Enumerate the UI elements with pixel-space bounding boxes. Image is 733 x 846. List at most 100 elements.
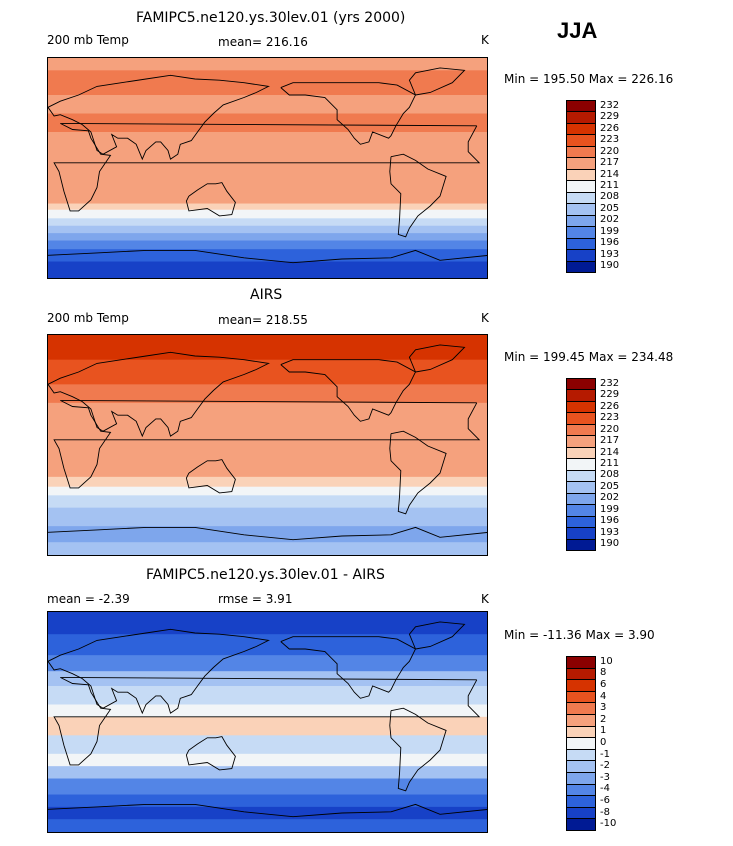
panel1-band-3 (48, 113, 487, 133)
panel3-coastline-3 (280, 636, 417, 699)
panel3-coastline-5 (408, 621, 466, 650)
panel3-colorbar-tick: 4 (600, 690, 607, 702)
panel1-map-svg (48, 58, 487, 278)
panel1-band-4 (48, 132, 487, 205)
panel3-colorbar-tick: -6 (600, 795, 610, 806)
panel3-band-0 (48, 612, 487, 635)
panel3-band-13 (48, 819, 487, 832)
panel2-colorbar-tick: 199 (600, 503, 620, 515)
panel1-colorbar-tick: 211 (600, 180, 620, 191)
panel1-band-1 (48, 70, 487, 96)
panel3-colorbar-swatch (566, 818, 596, 831)
panel1-band-6 (48, 209, 487, 219)
panel1-colorbar-tick: 196 (600, 237, 620, 249)
panel2-coastline-1 (53, 399, 481, 489)
panel1-colorbar-tick: 232 (600, 99, 620, 111)
panel1-colorbar-tick: 214 (600, 168, 620, 180)
panel1-band-8 (48, 225, 487, 234)
panel2-colorbar-tick: 214 (600, 446, 620, 458)
panel2-map-svg (48, 335, 487, 555)
panel1-units: K (481, 33, 489, 47)
panel2-coastline-3 (280, 359, 417, 422)
panel3-colorbar-tick: 3 (600, 702, 607, 714)
panel3-band-6 (48, 716, 487, 736)
panel2-band-0 (48, 335, 487, 361)
panel1-colorbar-tick: 205 (600, 202, 620, 214)
panel1-band-11 (48, 249, 487, 262)
panel1-band-0 (48, 58, 487, 71)
panel1-colorbar-tick: 226 (600, 122, 620, 134)
panel3-band-10 (48, 778, 487, 796)
panel2-units: K (481, 311, 489, 325)
panel3-colorbar-tick: -4 (600, 783, 610, 795)
panel3-band-5 (48, 704, 487, 718)
panel1-colorbar-tick: 217 (600, 157, 620, 169)
panel1-coastline-3 (280, 82, 417, 145)
panel3-band-12 (48, 806, 487, 820)
panel3-colorbar-tick: -8 (600, 806, 610, 818)
panel2-colorbar-swatch (566, 538, 596, 551)
panel2-colorbar-tick: 220 (600, 423, 620, 435)
panel1-colorbar-swatch (566, 260, 596, 273)
panel2-band-9 (48, 542, 487, 555)
panel1-colorbar-tick: 190 (600, 260, 620, 272)
panel3-colorbar-tick: -3 (600, 771, 610, 783)
panel2-colorbar-tick: 211 (600, 458, 620, 469)
panel3-colorbar-tick: -2 (600, 760, 610, 772)
panel3-band-11 (48, 794, 487, 808)
panel3-coastline-2 (185, 736, 236, 771)
panel1-coastline-6 (48, 249, 487, 264)
panel1-band-9 (48, 233, 487, 242)
panel3-colorbar: 10 8 6 4 3 2 1 0 -1 -2 -3 -4 -6 -8 -10 (566, 656, 616, 831)
panel3-minmax: Min = -11.36 Max = 3.90 (504, 628, 655, 642)
panel3-map-svg (48, 612, 487, 832)
panel2-center-label: mean= 218.55 (218, 313, 308, 327)
panel1-map (47, 57, 488, 279)
panel3-center-label: rmse = 3.91 (218, 592, 293, 606)
panel1-coastline-5 (408, 67, 466, 96)
panel1-title: FAMIPC5.ne120.ys.30lev.01 (yrs 2000) (136, 10, 406, 26)
season-label: JJA (557, 18, 598, 43)
panel3-colorbar-tick: -1 (600, 748, 610, 760)
panel1-coastline-2 (185, 182, 236, 217)
panel3-colorbar-tick: 2 (600, 713, 607, 725)
panel3-coastline-4 (389, 707, 447, 792)
panel1-band-10 (48, 240, 487, 250)
panel1-colorbar-tick: 199 (600, 225, 620, 237)
panel1-band-2 (48, 95, 487, 114)
panel3-band-1 (48, 634, 487, 656)
panel3-band-4 (48, 686, 487, 705)
panel1-band-7 (48, 218, 487, 227)
panel3-colorbar-tick: 10 (600, 655, 613, 667)
panel2-colorbar-tick: 196 (600, 515, 620, 527)
panel2-colorbar-tick: 217 (600, 435, 620, 447)
panel2-coastline-5 (408, 344, 466, 373)
panel1-coastline-1 (53, 122, 481, 212)
panel1-colorbar-tick: 229 (600, 111, 620, 123)
panel1-coastline-4 (389, 153, 447, 238)
panel1-minmax: Min = 195.50 Max = 226.16 (504, 72, 674, 86)
panel1-center-label: mean= 216.16 (218, 35, 308, 49)
panel2-colorbar-tick: 205 (600, 480, 620, 492)
panel3-units: K (481, 592, 489, 606)
panel1-band-5 (48, 203, 487, 211)
panel1-colorbar-tick: 223 (600, 134, 620, 146)
panel1-band-12 (48, 261, 487, 278)
panel2-band-4 (48, 476, 487, 488)
panel2-band-8 (48, 526, 487, 543)
panel2-minmax: Min = 199.45 Max = 234.48 (504, 350, 674, 364)
panel2-band-6 (48, 495, 487, 509)
panel1-colorbar-tick: 202 (600, 214, 620, 226)
panel2-colorbar-tick: 229 (600, 389, 620, 401)
panel2-colorbar-tick: 223 (600, 412, 620, 424)
panel1-colorbar-tick: 208 (600, 191, 620, 203)
panel3-title: FAMIPC5.ne120.ys.30lev.01 - AIRS (146, 567, 385, 583)
panel2-coastline-2 (185, 459, 236, 494)
panel2-colorbar-tick: 202 (600, 492, 620, 504)
panel2-band-5 (48, 486, 487, 496)
panel3-coastline-1 (53, 676, 481, 766)
panel3-band-8 (48, 753, 487, 767)
panel2-left-label: 200 mb Temp (47, 311, 129, 325)
panel3-band-7 (48, 735, 487, 755)
panel2-band-2 (48, 384, 487, 404)
